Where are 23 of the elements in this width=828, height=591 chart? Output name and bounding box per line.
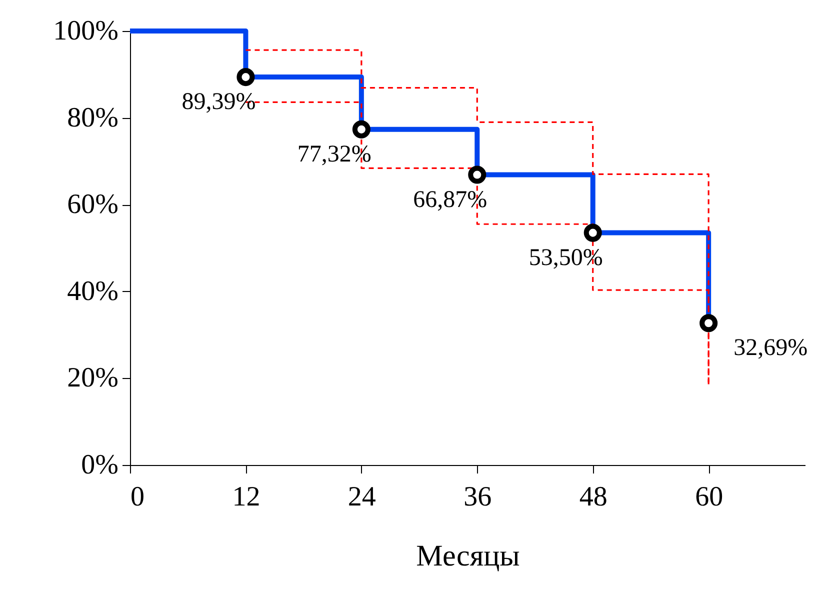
x-tick-label: 60: [695, 482, 724, 512]
y-tick-label: 20%: [67, 362, 118, 394]
point: [236, 68, 255, 86]
x-tick-label: 36: [464, 482, 492, 512]
x-tick-label: 0: [130, 482, 144, 512]
point: [584, 224, 602, 242]
x-axis-title: Месяцы: [416, 540, 520, 572]
y-tick-label: 60%: [67, 189, 118, 220]
x-tick-label: 24: [348, 482, 376, 512]
data-label: 32,69%: [734, 335, 808, 362]
y-tick-label: 80%: [67, 102, 118, 134]
y-tick-label: 100%: [53, 16, 118, 46]
y-tick-label: 0%: [81, 450, 118, 480]
point: [352, 120, 370, 138]
x-tick-label: 48: [579, 482, 608, 512]
y-tick-label: 40%: [67, 276, 118, 307]
point: [700, 314, 718, 332]
x-tick-label: 12: [232, 482, 260, 512]
data-label: 66,87%: [413, 186, 488, 213]
data-label: 89,39%: [182, 89, 256, 116]
data-label: 53,50%: [528, 244, 603, 271]
point: [468, 166, 486, 184]
data-label: 77,32%: [297, 141, 372, 168]
